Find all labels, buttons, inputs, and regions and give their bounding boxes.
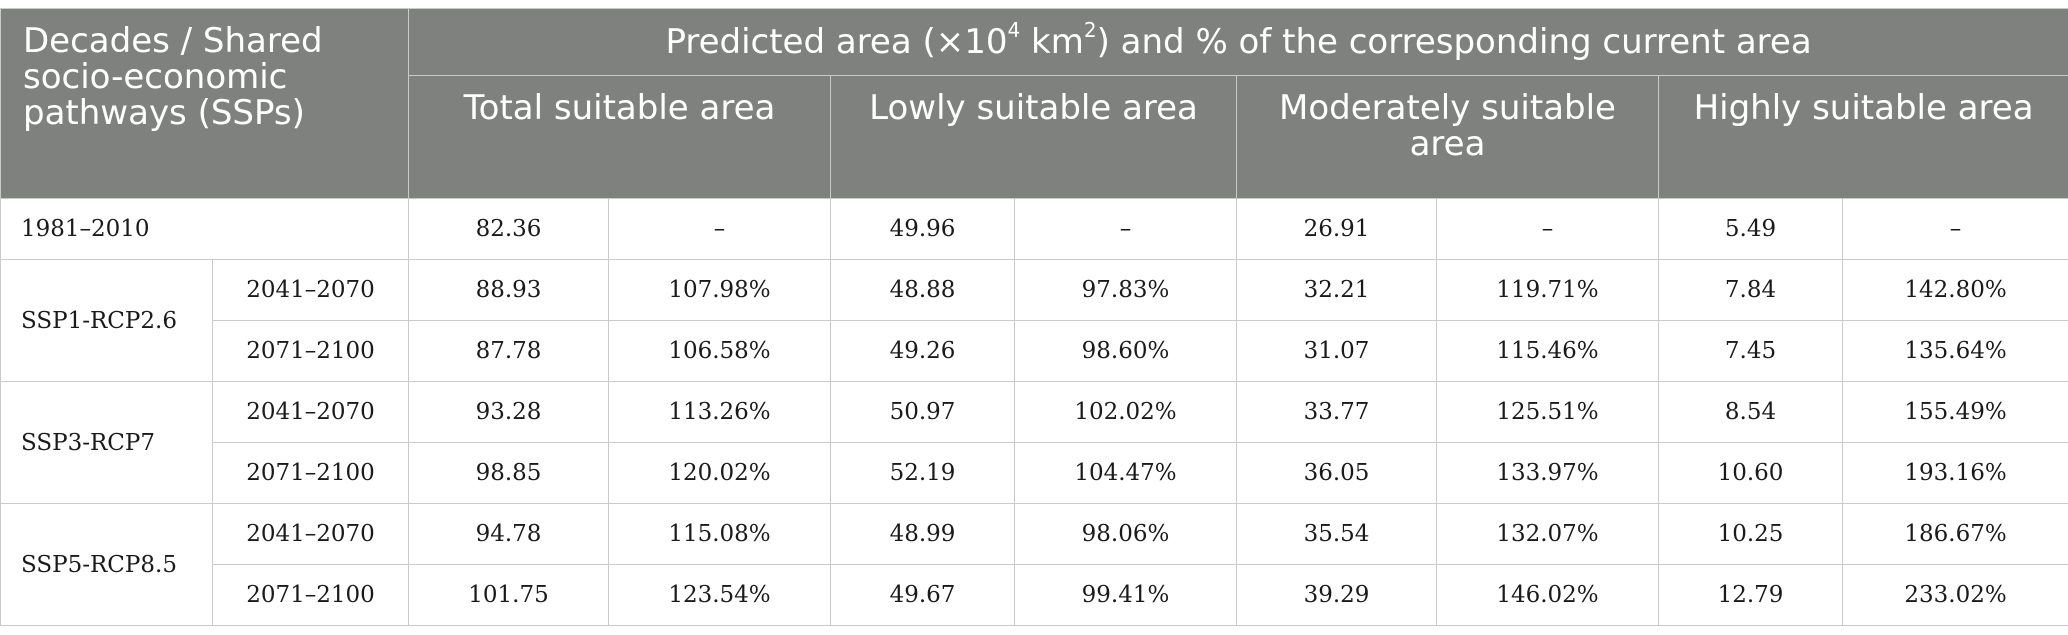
baseline-label: 1981–2010: [0, 198, 409, 260]
group-header-lowly: Lowly suitable area: [830, 75, 1237, 199]
table-cell: 12.79: [1658, 564, 1843, 626]
table-body: 1981–2010 82.36 – 49.96 – 26.91 – 5.49 –…: [0, 198, 2068, 626]
table-cell: 87.78: [408, 320, 609, 382]
table-cell: 48.99: [830, 503, 1015, 565]
table-cell: 133.97%: [1436, 442, 1659, 504]
table-cell: 7.45: [1658, 320, 1843, 382]
table-cell: 98.06%: [1014, 503, 1237, 565]
scenario-label: SSP3-RCP7: [0, 381, 213, 504]
table-cell: 119.71%: [1436, 259, 1659, 321]
period-cell: 2041–2070: [212, 381, 409, 443]
table-cell: 99.41%: [1014, 564, 1237, 626]
period-cell: 2041–2070: [212, 259, 409, 321]
scenario-label: SSP5-RCP8.5: [0, 503, 213, 626]
table-row: 1981–2010 82.36 – 49.96 – 26.91 – 5.49 –: [0, 198, 2068, 260]
table-cell: 106.58%: [608, 320, 831, 382]
table-cell: 35.54: [1236, 503, 1437, 565]
table-cell: 115.46%: [1436, 320, 1659, 382]
table-cell: 102.02%: [1014, 381, 1237, 443]
table-row: SSP1-RCP2.6 2041–2070 88.93 107.98% 48.8…: [0, 259, 2068, 382]
table-cell: 193.16%: [1841, 442, 2068, 504]
table-cell: 49.67: [830, 564, 1015, 626]
corner-header: Decades / Shared socio-economic pathways…: [0, 8, 409, 199]
table-cell: 98.85: [408, 442, 609, 504]
table-cell: 186.67%: [1841, 503, 2068, 565]
spanning-header: Predicted area (×104 km2) and % of the c…: [407, 8, 2068, 76]
table-cell: 104.47%: [1014, 442, 1237, 504]
table-cell: 113.26%: [608, 381, 831, 443]
group-header-moderately: Moderately suitable area: [1236, 75, 1659, 199]
group-header-highly: Highly suitable area: [1657, 75, 2068, 199]
table-cell: 120.02%: [608, 442, 831, 504]
table-cell: –: [1841, 198, 2068, 260]
scenario-label: SSP1-RCP2.6: [0, 259, 213, 382]
table-cell: 7.84: [1658, 259, 1843, 321]
table-cell: 94.78: [408, 503, 609, 565]
table-cell: 146.02%: [1436, 564, 1659, 626]
period-cell: 2071–2100: [212, 442, 409, 504]
table-cell: 49.26: [830, 320, 1015, 382]
table-cell: 88.93: [408, 259, 609, 321]
table-cell: –: [1014, 198, 1237, 260]
table-cell: 48.88: [830, 259, 1015, 321]
table-cell: 39.29: [1236, 564, 1437, 626]
table-cell: 123.54%: [608, 564, 831, 626]
table-cell: 233.02%: [1841, 564, 2068, 626]
table-cell: 31.07: [1236, 320, 1437, 382]
table-row: SSP5-RCP8.5 2041–2070 94.78 115.08% 48.9…: [0, 503, 2068, 626]
table-cell: 142.80%: [1841, 259, 2068, 321]
table-cell: 10.25: [1658, 503, 1843, 565]
table-cell: –: [1436, 198, 1659, 260]
table-row: 2071–2100 87.78 106.58% 49.26 98.60% 31.…: [1, 320, 2068, 382]
table-cell: 97.83%: [1014, 259, 1237, 321]
table-cell: 8.54: [1658, 381, 1843, 443]
table-cell: 155.49%: [1841, 381, 2068, 443]
table-cell: 125.51%: [1436, 381, 1659, 443]
table-cell: 82.36: [408, 198, 609, 260]
table-cell: 101.75: [408, 564, 609, 626]
table-cell: 98.60%: [1014, 320, 1237, 382]
period-cell: 2071–2100: [212, 320, 409, 382]
table-cell: 115.08%: [608, 503, 831, 565]
table-cell: 107.98%: [608, 259, 831, 321]
period-cell: 2071–2100: [212, 564, 409, 626]
table-row: 2071–2100 98.85 120.02% 52.19 104.47% 36…: [1, 442, 2068, 504]
table-row: 2071–2100 101.75 123.54% 49.67 99.41% 39…: [1, 564, 2068, 626]
table-cell: 50.97: [830, 381, 1015, 443]
data-table: Decades / Shared socio-economic pathways…: [0, 8, 2068, 626]
table-cell: 36.05: [1236, 442, 1437, 504]
table-row: SSP3-RCP7 2041–2070 93.28 113.26% 50.97 …: [0, 381, 2068, 504]
group-header-total: Total suitable area: [408, 75, 831, 199]
table-cell: –: [608, 198, 831, 260]
table-cell: 52.19: [830, 442, 1015, 504]
table-cell: 10.60: [1658, 442, 1843, 504]
table-cell: 5.49: [1658, 198, 1843, 260]
table-cell: 132.07%: [1436, 503, 1659, 565]
table-cell: 32.21: [1236, 259, 1437, 321]
table-cell: 135.64%: [1841, 320, 2068, 382]
table-cell: 49.96: [830, 198, 1015, 260]
period-cell: 2041–2070: [212, 503, 409, 565]
table-cell: 26.91: [1236, 198, 1437, 260]
table-cell: 93.28: [408, 381, 609, 443]
table-cell: 33.77: [1236, 381, 1437, 443]
